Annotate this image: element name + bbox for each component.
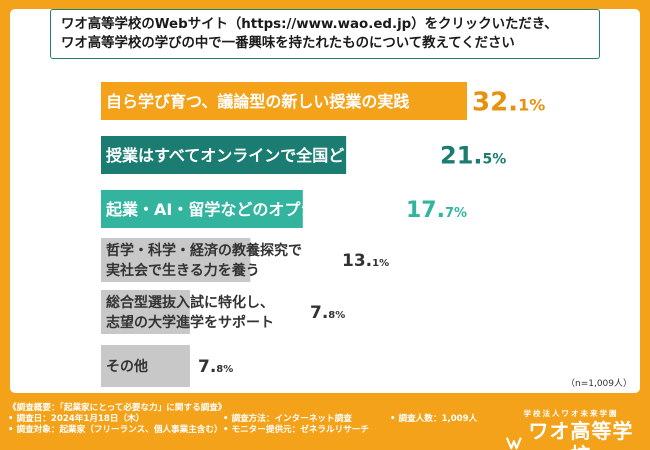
value-label-6: 7.8% (198, 357, 233, 377)
sample-size-note: （n=1,009人） (565, 379, 632, 389)
question-line-2: ワオ高等学校の学びの中で一番興味を持たれたものについて教えてください (61, 36, 515, 51)
brand-name-row: ワオ高等学校 (506, 419, 636, 450)
bar-label-5-line-1: 総合型選抜入試に特化し、 (106, 294, 274, 311)
bar-label-2: 授業はすべてオンラインで全国どこからでも学べる (106, 146, 471, 165)
value-label-2: 21.5% (440, 142, 506, 170)
bar-label-4-line-2: 実社会で生きる力を養う (106, 262, 260, 279)
survey-date: • 調査日：2024年1月18日（木） (8, 414, 145, 424)
question-line-1: ワオ高等学校のWebサイト（https://www.wao.ed.jp）をクリッ… (61, 17, 558, 32)
brand-name: ワオ高等学校 (528, 419, 634, 450)
value-label-3: 17.7% (406, 198, 467, 223)
survey-method: • 調査方法：インターネット調査 (223, 414, 352, 424)
bar-5 (101, 290, 190, 334)
value-label-5: 7.8% (310, 303, 345, 323)
brand-subtitle: 学校法人ワオ未来学園 (523, 409, 619, 418)
bar-label-5-line-2: 志望の大学進学をサポート (106, 314, 274, 331)
wao-logo-icon (506, 437, 522, 450)
value-label-1: 32.1% (472, 87, 545, 117)
bar-1 (101, 82, 467, 120)
bar-4 (101, 238, 251, 282)
survey-summary: 《調査概要：「起業家にとって必要な力」に関する調査》 (8, 403, 227, 413)
value-label-4: 13.1% (342, 251, 389, 271)
bar-label-1: 自ら学び育つ、議論型の新しい授業の実践 (106, 92, 409, 111)
survey-target: • 調査対象：起業家（フリーランス、個人事業主含む） (8, 425, 223, 435)
bar-label-6: その他 (106, 358, 148, 375)
bar-label-4-line-1: 哲学・科学・経済の教養探究で (106, 242, 302, 259)
survey-count: • 調査人数：1,009人 (390, 414, 478, 424)
bar-label-3: 起業・AI・留学などのオプション講座がある (105, 200, 428, 219)
survey-footer: 《調査概要：「起業家にとって必要な力」に関する調査》 • 調査日：2024年1月… (8, 403, 528, 447)
survey-monitor: • モニター提供元：ゼネラルリサーチ (223, 425, 369, 435)
bar-chart: 自ら学び育つ、議論型の新しい授業の実践 32.1% 授業はすべてオンラインで全国どこ… (101, 82, 545, 387)
bar-3 (101, 190, 303, 228)
school-brand: 学校法人ワオ未来学園 ワオ高等学校 (506, 408, 636, 450)
bar-2 (101, 136, 347, 174)
question-box: ワオ高等学校のWebサイト（https://www.wao.ed.jp）をクリッ… (50, 9, 600, 59)
bar-6 (101, 345, 190, 387)
